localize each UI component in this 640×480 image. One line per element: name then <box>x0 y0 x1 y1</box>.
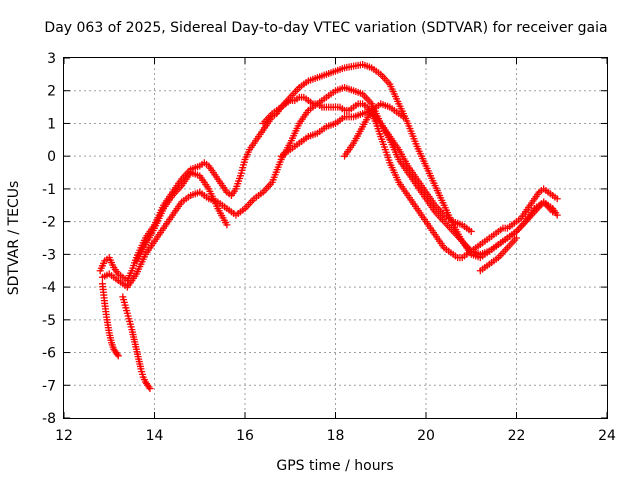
x-axis-label: GPS time / hours <box>276 458 393 474</box>
x-tick-label: 14 <box>146 428 164 444</box>
y-tick-label: -6 <box>42 346 56 362</box>
data-point <box>113 350 121 358</box>
series-track-1 <box>98 280 122 360</box>
data-point <box>145 383 153 391</box>
series-track-4 <box>98 83 557 291</box>
y-tick-labels: 3 2 1 0 -1 -2 -3 -4 -5 -6 -7 -8 <box>42 51 56 427</box>
x-tick-label: 12 <box>55 428 73 444</box>
data-point <box>553 195 561 203</box>
data-point <box>467 227 475 235</box>
y-tick-label: 3 <box>47 51 56 67</box>
x-tick-label: 18 <box>327 428 345 444</box>
series-track-3 <box>96 93 561 285</box>
data-point <box>114 352 122 360</box>
plot-frame <box>63 57 608 419</box>
y-tick-label: -3 <box>42 247 56 263</box>
data-points <box>96 61 561 393</box>
series-track-9 <box>476 234 520 275</box>
x-tick-label: 20 <box>417 428 435 444</box>
data-point <box>146 385 154 393</box>
x-tick-label: 16 <box>236 428 254 444</box>
data-point <box>513 234 520 242</box>
y-tick-label: -8 <box>42 411 56 427</box>
y-tick-label: -1 <box>42 182 56 198</box>
series-track-2 <box>119 293 154 393</box>
x-tick-label: 22 <box>508 428 526 444</box>
y-tick-label: -5 <box>42 313 56 329</box>
data-point <box>223 221 231 229</box>
data-point <box>553 211 561 219</box>
y-tick-label: 0 <box>47 149 56 165</box>
series-track-5 <box>132 169 231 265</box>
chart-title: Day 063 of 2025, Sidereal Day-to-day VTE… <box>44 20 607 36</box>
y-tick-label: -4 <box>42 280 56 296</box>
y-tick-label: -7 <box>42 378 56 394</box>
y-tick-label: -2 <box>42 215 56 231</box>
series-track-8 <box>341 100 407 160</box>
series-track-6 <box>259 61 561 262</box>
y-axis-label: SDTVAR / TECUs <box>6 181 22 296</box>
x-tick-labels: 12 14 16 18 20 22 24 <box>55 428 616 444</box>
y-tick-label: 1 <box>47 116 56 132</box>
x-tick-label: 24 <box>598 428 616 444</box>
y-tick-label: 2 <box>47 84 56 100</box>
data-point <box>399 113 407 121</box>
